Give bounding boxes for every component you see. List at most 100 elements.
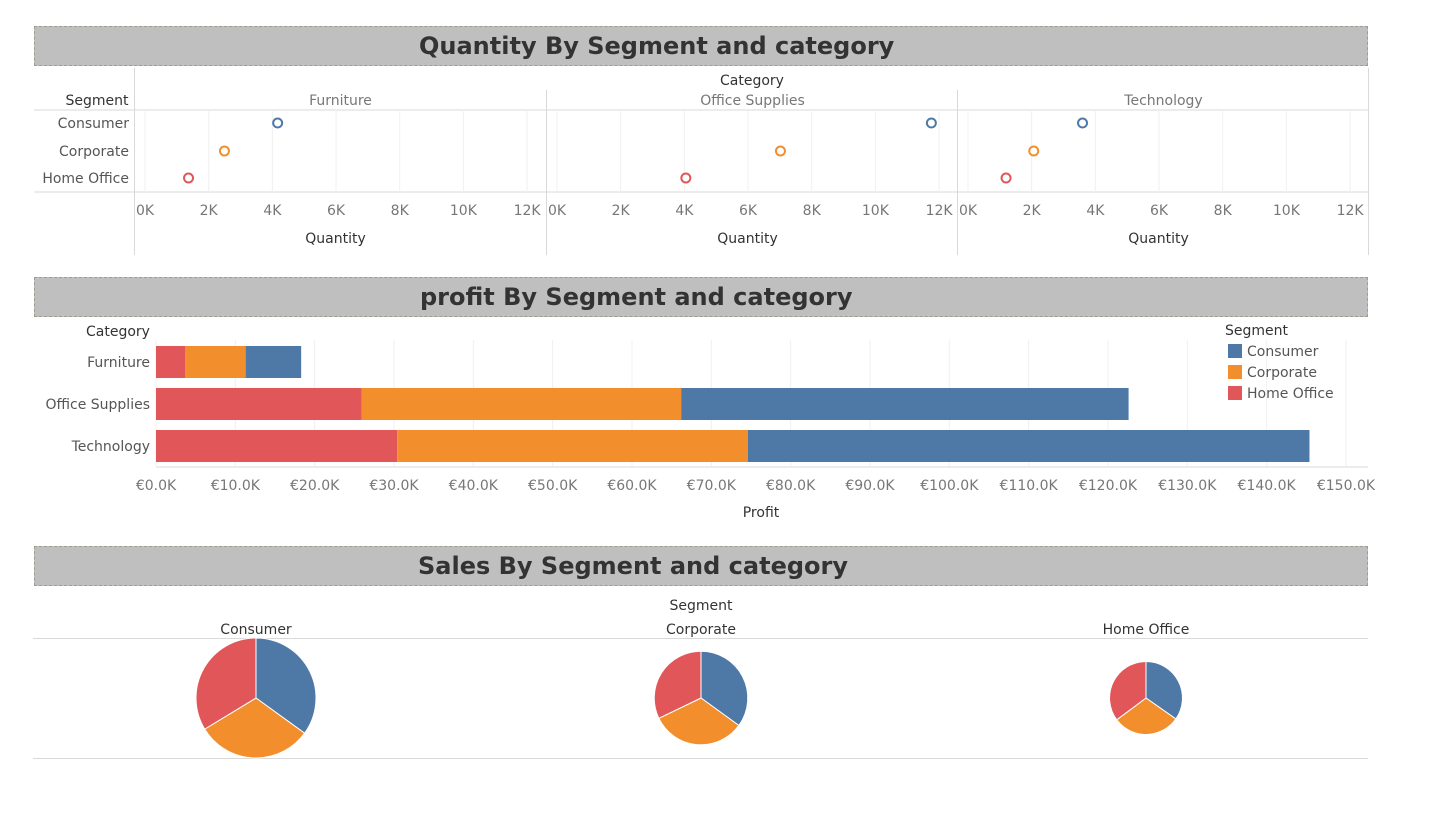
x-tick-label: €110.0K [1000,478,1059,494]
sales-title-bar: Sales By Segment and category [34,546,1368,586]
bar-office-supplies-consumer [681,388,1129,420]
pie-label-home-office: Home Office [1103,622,1190,638]
legend-item-corporate: Corporate [1247,365,1317,381]
data-point-consumer-office-supplies [925,117,937,129]
legend-swatch-consumer [1228,344,1242,358]
data-point-home-office-furniture [183,172,195,184]
sales-pie-charts: Segment Consumer Corporate Home Office [33,598,1368,759]
data-point-home-office-office-supplies [680,172,692,184]
x-tick-label: €40.0K [449,478,499,494]
facet-header-office-supplies: Office Supplies [700,93,805,109]
pie-label-corporate: Corporate [666,622,736,638]
column-header: Segment [670,598,734,614]
x-tick-label: 4K [675,203,694,219]
category-label-technology: Technology [71,439,150,455]
bar-furniture-home-office [156,346,186,378]
profit-stacked-bar-chart: Category €0.0K €10.0K €20.0K €30.0K €40.0K €50… [45,323,1376,521]
pie-slice-corporate-technology [700,650,749,727]
x-tick-label: €150.0K [1317,478,1376,494]
row-header: Segment [66,93,130,109]
x-tick-label: 4K [1086,203,1105,219]
quantity-title-bar: Quantity By Segment and category [34,26,1368,66]
pie-slice-home-office-technology [1145,661,1183,720]
row-label-consumer: Consumer [58,116,130,132]
x-tick-label: 2K [1023,203,1042,219]
x-tick-label: €0.0K [136,478,177,494]
data-point-consumer-furniture [272,117,284,129]
x-tick-label: 12K [1337,203,1365,219]
legend-swatch-home-office [1228,386,1242,400]
row-label-corporate: Corporate [59,144,129,160]
profit-title-bar: profit By Segment and category [34,277,1368,317]
x-tick-label: 10K [862,203,890,219]
x-tick-label: 12K [514,203,542,219]
x-tick-label: 2K [200,203,219,219]
legend-title: Segment [1225,323,1289,339]
bar-technology-consumer [747,430,1310,462]
data-point-consumer-technology [1077,117,1089,129]
profit-chart-title: profit By Segment and category [420,283,853,311]
legend-item-consumer: Consumer [1247,344,1319,360]
x-tick-label: €140.0K [1238,478,1297,494]
data-point-corporate-technology [1028,145,1040,157]
x-tick-label: 12K [926,203,954,219]
x-tick-label: 6K [1150,203,1169,219]
x-axis-label: Quantity [1128,231,1189,247]
sales-chart-title: Sales By Segment and category [418,552,848,580]
x-tick-label: €30.0K [369,478,419,494]
data-point-home-office-technology [1000,172,1012,184]
bar-furniture-consumer [245,346,302,378]
data-point-corporate-furniture [218,145,230,157]
pie-slice-corporate-furniture [653,650,702,719]
bar-furniture-corporate [185,346,246,378]
x-tick-label: €10.0K [211,478,261,494]
pie-slice-consumer-office-supplies [204,697,306,759]
x-tick-label: €20.0K [290,478,340,494]
legend-swatch-corporate [1228,365,1242,379]
x-tick-label: 0K [959,203,978,219]
x-tick-label: 8K [391,203,410,219]
x-tick-label: 8K [1214,203,1233,219]
bar-technology-corporate [397,430,748,462]
pie-slice-consumer-furniture [195,637,257,730]
quantity-chart-title: Quantity By Segment and category [419,32,895,60]
bar-office-supplies-corporate [361,388,682,420]
legend-item-home-office: Home Office [1247,386,1334,402]
x-tick-label: 0K [136,203,155,219]
x-tick-label: €100.0K [920,478,979,494]
x-tick-label: €80.0K [766,478,816,494]
x-tick-label: €50.0K [528,478,578,494]
pie-slice-home-office-office-supplies [1116,697,1177,735]
category-label-furniture: Furniture [87,355,150,371]
facet-header-technology: Technology [1123,93,1202,109]
bar-office-supplies-home-office [156,388,362,420]
x-tick-label: 10K [1273,203,1301,219]
x-axis-label: Quantity [305,231,366,247]
x-axis-label: Quantity [717,231,778,247]
pie-slice-consumer-technology [255,637,317,734]
data-point-corporate-office-supplies [774,145,786,157]
facet-header-furniture: Furniture [309,93,372,109]
x-axis-label: Profit [743,505,780,521]
pie-label-consumer: Consumer [220,622,292,638]
x-tick-label: 0K [548,203,567,219]
pie-slice-corporate-office-supplies [658,697,740,746]
column-header: Category [720,73,784,89]
x-tick-label: €130.0K [1158,478,1217,494]
quantity-dot-chart: Category Segment Consumer Corporate Home Off… [34,68,1369,255]
pie-slice-home-office-furniture [1109,661,1147,721]
row-header: Category [86,324,150,340]
x-tick-label: 8K [803,203,822,219]
category-label-office-supplies: Office Supplies [45,397,150,413]
row-label-home-office: Home Office [42,171,129,187]
bar-technology-home-office [156,430,398,462]
x-tick-label: 6K [327,203,346,219]
x-tick-label: €90.0K [845,478,895,494]
x-tick-label: 4K [263,203,282,219]
x-tick-label: 6K [739,203,758,219]
x-tick-label: 2K [612,203,631,219]
x-tick-label: €70.0K [687,478,737,494]
x-tick-label: €60.0K [607,478,657,494]
x-tick-label: 10K [450,203,478,219]
x-tick-label: €120.0K [1079,478,1138,494]
